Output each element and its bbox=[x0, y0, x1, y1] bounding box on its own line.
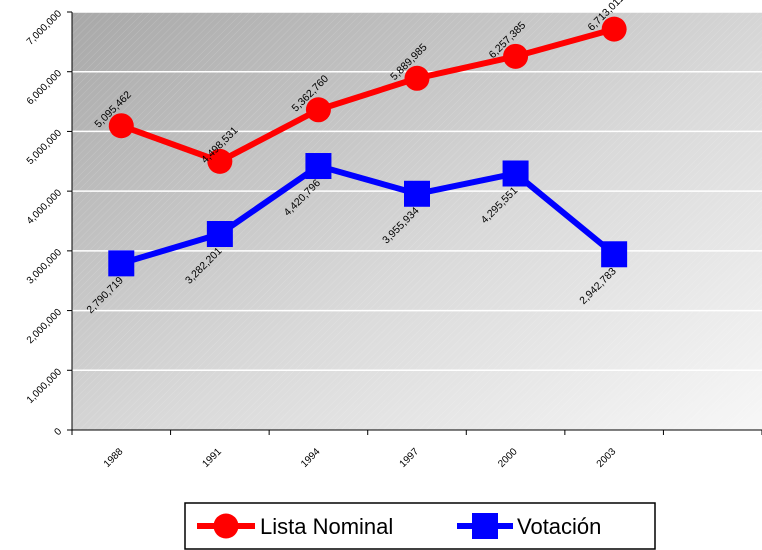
y-tick-label: 5,000,000 bbox=[25, 127, 65, 167]
x-tick-label: 1994 bbox=[299, 446, 323, 470]
x-tick-label: 2000 bbox=[496, 446, 520, 470]
x-axis-tick-labels: 1988 1991 1994 1997 2000 2003 bbox=[102, 446, 619, 470]
data-point-square bbox=[305, 153, 332, 180]
x-tick-label: 1997 bbox=[398, 446, 422, 470]
data-point-circle bbox=[207, 148, 233, 174]
series-line-votacion bbox=[120, 163, 617, 267]
x-tick-label: 1991 bbox=[200, 446, 224, 470]
y-tick-label: 2,000,000 bbox=[25, 307, 65, 347]
y-axis-tick-labels: 0 1,000,000 2,000,000 3,000,000 4,000,000 5,0… bbox=[25, 8, 65, 438]
x-tick-label: 2003 bbox=[595, 446, 619, 470]
axes bbox=[67, 11, 762, 435]
y-tick-label: 3,000,000 bbox=[25, 247, 65, 287]
y-tick-label: 6,000,000 bbox=[25, 68, 65, 108]
y-tick-label: 7,000,000 bbox=[25, 8, 65, 48]
y-tick-label: 1,000,000 bbox=[25, 366, 65, 406]
legend-box bbox=[184, 502, 656, 550]
data-point-square bbox=[206, 221, 233, 248]
legend-swatch-square bbox=[472, 513, 498, 539]
legend-swatch-circle bbox=[213, 513, 239, 539]
data-point-square bbox=[601, 241, 628, 268]
data-point-circle bbox=[601, 16, 627, 42]
series-layer bbox=[108, 16, 628, 277]
data-point-square bbox=[404, 180, 430, 207]
series-line-lista-nominal bbox=[120, 26, 615, 165]
data-point-square bbox=[502, 160, 529, 187]
data-point-square bbox=[108, 250, 135, 277]
x-tick-label: 1988 bbox=[102, 446, 126, 470]
data-point-circle bbox=[404, 65, 430, 91]
y-tick-label: 4,000,000 bbox=[25, 187, 65, 227]
y-tick-label: 0 bbox=[52, 426, 64, 438]
legend: Lista Nominal Votación bbox=[184, 502, 656, 550]
gridlines bbox=[72, 11, 762, 372]
data-point-circle bbox=[503, 43, 529, 69]
data-point-circle bbox=[305, 97, 331, 123]
legend-label-lista-nominal: Lista Nominal bbox=[260, 514, 393, 539]
legend-label-votacion: Votación bbox=[517, 514, 601, 539]
data-point-circle bbox=[108, 113, 134, 139]
